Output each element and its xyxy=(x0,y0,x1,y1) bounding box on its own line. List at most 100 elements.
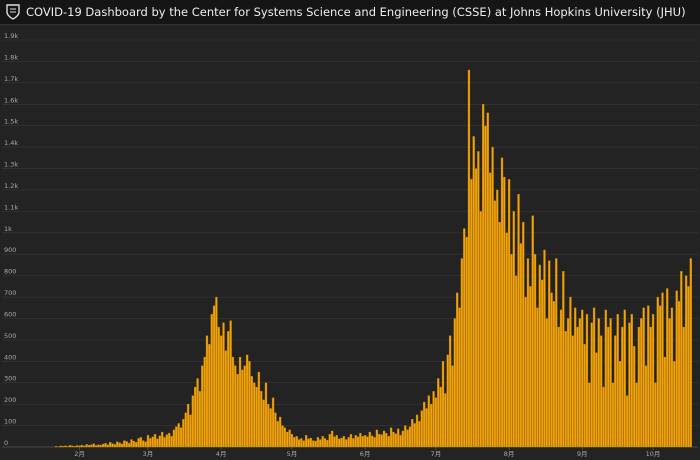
bar xyxy=(378,433,381,448)
bar xyxy=(399,435,402,448)
bar xyxy=(321,436,324,448)
bar xyxy=(689,258,692,448)
bar xyxy=(163,437,166,448)
bar xyxy=(420,410,423,448)
bar xyxy=(375,429,379,448)
bar xyxy=(644,365,648,448)
bar xyxy=(552,301,556,448)
bar xyxy=(116,441,119,448)
bar xyxy=(271,397,275,448)
bar xyxy=(430,404,433,448)
bar xyxy=(94,445,98,448)
bar xyxy=(149,438,152,448)
bar xyxy=(585,314,589,448)
bar xyxy=(373,437,376,448)
bar xyxy=(54,446,58,448)
bar xyxy=(630,314,633,448)
y-tick-label: 1k xyxy=(4,225,12,233)
x-tick-label: 3月 xyxy=(143,450,154,458)
bar xyxy=(253,382,256,448)
bar xyxy=(434,397,438,448)
bar xyxy=(151,436,154,448)
bar xyxy=(281,425,284,448)
bar xyxy=(215,296,218,448)
bar xyxy=(168,432,171,448)
bar xyxy=(498,221,501,448)
bar xyxy=(260,391,263,448)
y-tick-label: 1.7k xyxy=(4,75,18,83)
bar xyxy=(59,445,62,448)
bar xyxy=(380,434,383,448)
bar xyxy=(385,432,388,448)
bar xyxy=(569,296,572,448)
bar xyxy=(257,371,261,448)
bar xyxy=(540,279,544,448)
bar xyxy=(614,335,617,448)
bar xyxy=(658,305,662,448)
bar xyxy=(142,440,145,448)
bar xyxy=(640,318,643,448)
bar xyxy=(599,335,603,448)
bar xyxy=(267,404,270,448)
bar xyxy=(555,258,558,448)
bar xyxy=(453,318,456,448)
bar xyxy=(309,437,312,448)
x-tick-label: 9月 xyxy=(577,450,588,458)
bar xyxy=(288,429,291,448)
y-tick-label: 400 xyxy=(4,353,16,361)
bar xyxy=(120,443,124,448)
shield-icon xyxy=(6,4,20,20)
bar xyxy=(628,322,631,448)
bar xyxy=(328,433,331,448)
bar xyxy=(392,431,395,448)
bar xyxy=(76,445,79,448)
x-tick-label: 7月 xyxy=(431,450,442,458)
bar xyxy=(175,426,178,448)
bar xyxy=(500,157,504,448)
bar xyxy=(304,435,308,448)
bar xyxy=(611,382,615,448)
bar xyxy=(241,369,244,448)
bar xyxy=(245,354,249,448)
bar xyxy=(333,436,336,448)
bar xyxy=(97,444,100,448)
bar xyxy=(411,419,414,448)
bar xyxy=(224,350,228,448)
header: COVID-19 Dashboard by the Center for Sys… xyxy=(0,0,700,25)
dashboard-title: COVID-19 Dashboard by the Center for Sys… xyxy=(26,5,686,19)
bar xyxy=(248,361,251,448)
bar xyxy=(132,440,135,448)
bar xyxy=(470,179,473,448)
bar xyxy=(293,437,296,448)
bar xyxy=(274,412,277,448)
y-tick-label: 100 xyxy=(4,418,16,426)
bar xyxy=(382,430,386,448)
bar xyxy=(543,249,546,448)
bar xyxy=(78,445,81,448)
bar xyxy=(481,104,485,448)
bar xyxy=(118,442,121,448)
bar xyxy=(314,440,317,448)
bar xyxy=(661,292,664,448)
bar xyxy=(515,275,518,448)
bar xyxy=(90,444,93,448)
bar xyxy=(618,361,622,448)
y-tick-label: 1.3k xyxy=(4,161,18,169)
bar xyxy=(371,435,374,448)
bar xyxy=(352,438,355,448)
bar xyxy=(571,335,574,448)
bar xyxy=(283,427,287,448)
bar xyxy=(61,445,65,448)
bar xyxy=(510,254,513,448)
bar xyxy=(491,146,494,448)
bar xyxy=(467,69,471,448)
bar xyxy=(156,438,159,448)
bar xyxy=(85,444,88,448)
bar xyxy=(684,275,688,448)
bar xyxy=(340,437,343,448)
bar xyxy=(432,391,435,448)
bar xyxy=(519,243,523,448)
chart: 0 100 200 300 400 500 600 700 800 900 1k 1.1k 1.2k 1.… xyxy=(0,25,700,460)
bar xyxy=(493,200,497,448)
